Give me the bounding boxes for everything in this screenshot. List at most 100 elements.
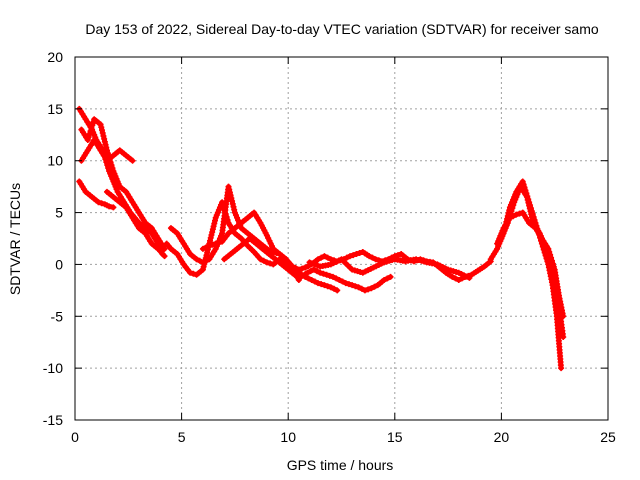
data-point: [129, 157, 136, 164]
series-band: [78, 116, 168, 252]
x-tick-label: 20: [494, 429, 510, 445]
data-point: [510, 202, 517, 209]
data-point: [196, 257, 203, 264]
x-tick-label: 25: [600, 429, 616, 445]
data-point: [324, 283, 331, 290]
data-point: [326, 272, 333, 279]
x-axis-label: GPS time / hours: [287, 457, 394, 473]
data-point: [104, 150, 111, 157]
data-point: [506, 214, 513, 221]
data-point: [260, 257, 267, 264]
data-point: [85, 134, 92, 141]
y-tick-label: 10: [47, 153, 63, 169]
data-point: [199, 259, 206, 266]
data-point: [331, 285, 338, 292]
data-point: [105, 153, 112, 160]
data-point: [304, 269, 311, 276]
data-point: [504, 219, 511, 226]
data-point: [369, 254, 376, 261]
series-track-2: [76, 178, 117, 211]
y-tick-label: 20: [47, 49, 63, 65]
data-point: [336, 276, 343, 283]
data-point: [103, 147, 110, 154]
data-point: [161, 253, 168, 260]
data-point: [209, 241, 216, 248]
y-tick-label: -15: [43, 412, 63, 428]
data-point: [339, 278, 346, 285]
x-axis-tick-labels: 0 5 10 15 20 25: [71, 429, 616, 445]
y-tick-label: 15: [47, 101, 63, 117]
data-point: [356, 250, 363, 257]
data-point: [381, 276, 388, 283]
data-point: [516, 210, 523, 217]
data-point: [508, 208, 515, 215]
data-point: [98, 200, 105, 207]
data-point: [263, 259, 270, 266]
data-point: [513, 211, 520, 218]
data-point: [361, 287, 368, 294]
data-point: [206, 242, 213, 249]
data-point: [107, 159, 114, 166]
data-point: [334, 287, 341, 294]
series-track-3: [78, 136, 136, 164]
y-axis-label: SDTVAR / TECUs: [7, 183, 23, 295]
axis-ticks: [74, 56, 609, 421]
series-track-5: [103, 188, 168, 260]
y-axis-tick-labels: -15 -10 -5 0 5 10 15 20: [43, 49, 63, 428]
data-point: [203, 244, 210, 251]
data-point: [505, 216, 512, 223]
x-tick-label: 5: [178, 429, 186, 445]
data-point: [294, 272, 301, 279]
data-point: [295, 266, 302, 273]
data-point: [187, 269, 194, 276]
data-point: [199, 245, 206, 252]
data-point: [302, 264, 309, 271]
data-point: [371, 283, 378, 290]
data-point: [317, 269, 324, 276]
data-point: [315, 280, 322, 287]
data-point: [507, 211, 514, 218]
data-point: [106, 203, 113, 210]
data-point: [365, 286, 372, 293]
data-point: [321, 253, 328, 260]
series-track-10: [306, 256, 473, 281]
data-point: [318, 281, 325, 288]
data-point: [308, 276, 315, 283]
data-point: [449, 273, 456, 280]
plot-frame: [74, 56, 609, 421]
data-point: [193, 256, 200, 263]
data-point: [509, 205, 516, 212]
data-point: [315, 256, 322, 263]
data-point: [110, 204, 117, 211]
data-point: [89, 122, 96, 129]
data-point: [345, 281, 352, 288]
data-point: [519, 178, 526, 185]
data-point: [327, 284, 334, 291]
data-point: [372, 256, 379, 263]
data-point: [349, 282, 356, 289]
data-point: [321, 282, 328, 289]
data-point: [323, 271, 330, 278]
data-point: [353, 251, 360, 258]
data-point: [384, 275, 391, 282]
y-tick-label: -10: [43, 360, 63, 376]
data-point: [84, 136, 91, 143]
data-point: [267, 260, 274, 267]
data-point: [109, 165, 116, 172]
data-point: [387, 273, 394, 280]
data-point: [358, 285, 365, 292]
data-point: [324, 254, 331, 261]
data-point: [311, 278, 318, 285]
data-point: [310, 266, 317, 273]
data-point: [95, 199, 102, 206]
data-point: [86, 131, 93, 138]
y-tick-label: 0: [55, 256, 63, 272]
data-series: [76, 105, 567, 372]
data-point: [291, 271, 298, 278]
data-point: [329, 273, 336, 280]
data-point: [366, 253, 373, 260]
data-point: [352, 283, 359, 290]
data-point: [327, 256, 334, 263]
x-tick-label: 0: [71, 429, 79, 445]
